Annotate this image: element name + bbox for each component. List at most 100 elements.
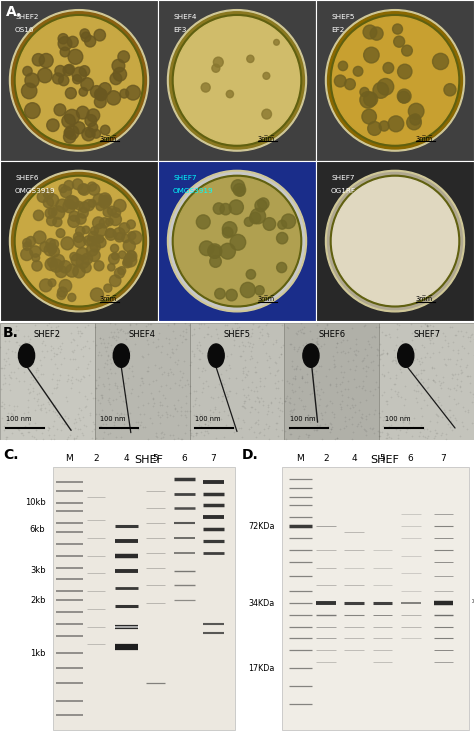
- Point: [32, 417, 39, 429]
- Circle shape: [9, 171, 148, 312]
- Point: [33, 424, 40, 436]
- Point: [204, 419, 211, 431]
- Circle shape: [397, 89, 411, 103]
- Point: [182, 324, 190, 336]
- Circle shape: [92, 217, 104, 229]
- Point: [456, 430, 464, 442]
- Text: 72KDa: 72KDa: [248, 522, 274, 531]
- Point: [155, 327, 163, 339]
- Point: [73, 339, 81, 351]
- Point: [45, 422, 53, 434]
- Point: [424, 400, 431, 412]
- Point: [237, 350, 245, 361]
- Point: [247, 384, 255, 396]
- Point: [272, 336, 280, 347]
- Circle shape: [57, 287, 67, 297]
- Point: [337, 401, 345, 412]
- Point: [225, 359, 233, 371]
- Circle shape: [71, 254, 83, 266]
- Circle shape: [167, 10, 307, 151]
- Text: 100 nm: 100 nm: [100, 416, 126, 422]
- Point: [162, 379, 169, 391]
- Point: [248, 375, 256, 387]
- Point: [466, 335, 474, 347]
- Point: [49, 401, 57, 412]
- Point: [351, 406, 359, 418]
- Point: [50, 347, 58, 359]
- Point: [74, 409, 82, 420]
- Point: [424, 423, 431, 435]
- Point: [459, 330, 467, 341]
- Point: [441, 330, 449, 342]
- Point: [241, 401, 249, 413]
- Point: [174, 394, 182, 406]
- Point: [260, 429, 267, 440]
- Point: [120, 408, 128, 420]
- Point: [372, 384, 379, 395]
- Point: [201, 418, 209, 430]
- Point: [112, 354, 120, 366]
- Circle shape: [255, 200, 267, 212]
- Point: [432, 409, 440, 420]
- Point: [24, 401, 32, 413]
- Point: [423, 347, 430, 359]
- Point: [219, 390, 227, 402]
- Point: [35, 387, 43, 399]
- Circle shape: [46, 216, 56, 225]
- Point: [101, 341, 109, 353]
- Point: [80, 411, 87, 423]
- Point: [150, 397, 157, 409]
- Circle shape: [363, 25, 377, 39]
- Circle shape: [70, 253, 78, 261]
- Circle shape: [210, 256, 221, 268]
- Point: [360, 355, 367, 367]
- Point: [277, 347, 285, 359]
- Point: [362, 384, 369, 396]
- Point: [47, 353, 55, 364]
- Point: [291, 372, 299, 384]
- Point: [127, 318, 134, 330]
- Point: [348, 418, 356, 430]
- Point: [233, 322, 241, 334]
- Point: [241, 389, 248, 401]
- Point: [419, 329, 426, 341]
- Point: [50, 434, 57, 446]
- Point: [204, 381, 211, 392]
- Point: [330, 355, 337, 367]
- Point: [326, 395, 334, 406]
- Point: [205, 353, 212, 364]
- Point: [298, 371, 306, 383]
- Text: D.: D.: [242, 448, 258, 462]
- Point: [241, 398, 248, 409]
- Point: [259, 395, 266, 407]
- Point: [278, 405, 285, 417]
- Point: [139, 421, 147, 433]
- Point: [391, 378, 398, 390]
- Circle shape: [209, 246, 221, 258]
- Point: [272, 358, 280, 370]
- Point: [171, 402, 179, 414]
- Point: [68, 378, 76, 389]
- Point: [69, 353, 77, 365]
- Point: [14, 423, 21, 435]
- Point: [399, 415, 406, 426]
- Point: [7, 384, 14, 395]
- Point: [392, 423, 400, 435]
- Circle shape: [328, 12, 463, 149]
- Point: [106, 426, 114, 438]
- Point: [74, 374, 82, 386]
- Point: [126, 407, 133, 419]
- Circle shape: [76, 256, 89, 269]
- Point: [125, 352, 133, 364]
- Circle shape: [53, 217, 62, 227]
- Circle shape: [231, 180, 245, 194]
- Point: [104, 372, 111, 384]
- Point: [291, 411, 298, 423]
- Point: [251, 417, 258, 429]
- Point: [375, 321, 383, 333]
- Point: [168, 347, 176, 358]
- Point: [383, 398, 391, 410]
- Text: SHEF7: SHEF7: [331, 175, 355, 181]
- Point: [402, 426, 410, 438]
- Point: [192, 385, 200, 397]
